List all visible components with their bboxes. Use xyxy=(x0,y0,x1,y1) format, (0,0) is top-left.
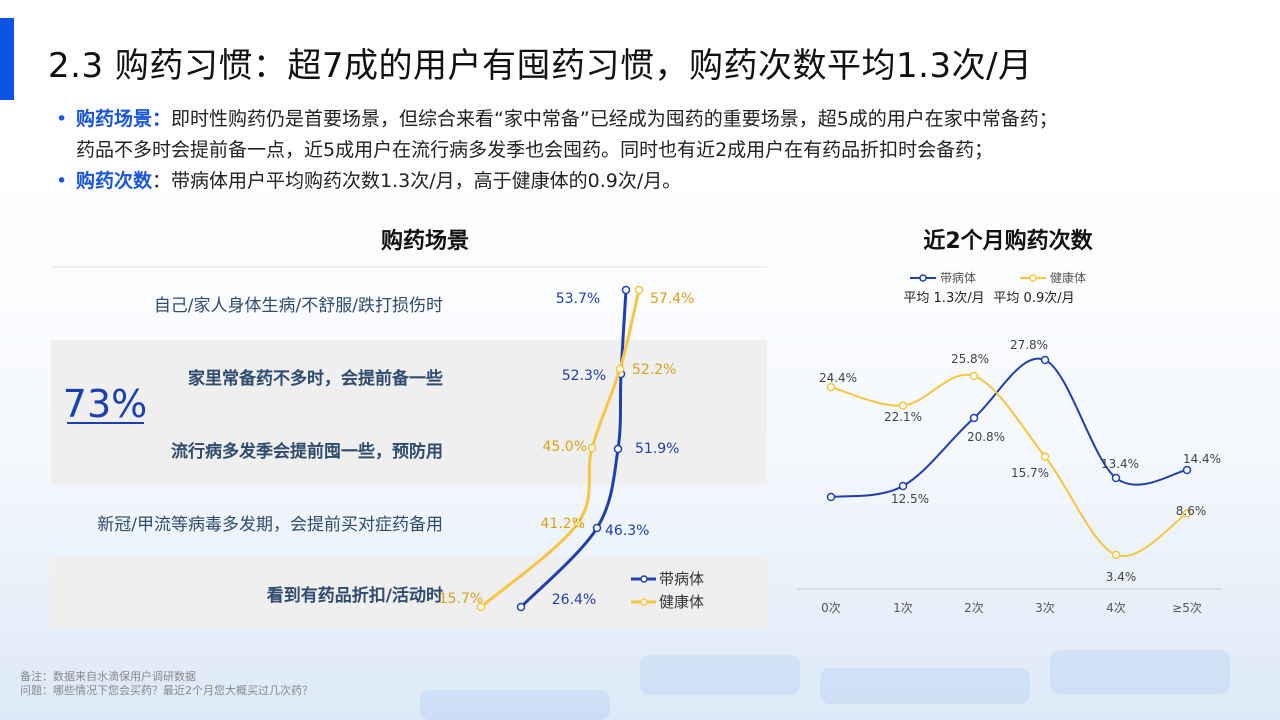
data-point xyxy=(516,602,526,612)
data-point xyxy=(1111,473,1121,483)
footnote-source: 备注：数据来自水滴保用户调研数据 xyxy=(20,670,196,683)
data-point xyxy=(898,401,908,410)
data-label: 15.7% xyxy=(1011,466,1049,480)
category-label: 看到有药品折扣/活动时 xyxy=(266,585,443,606)
footnotes: 备注：数据来自水滴保用户调研数据 问题：哪些情况下您会买药？最近2个月您大概买过… xyxy=(20,670,313,698)
data-point xyxy=(826,492,836,502)
data-label: 13.4% xyxy=(1101,457,1139,471)
bullet-head: 购药次数 xyxy=(76,170,153,192)
data-label: 53.7% xyxy=(556,291,600,307)
summary-bullets: • 购药场景：即时性购药仍是首要场景，但综合来看“家中常备”已经成为囤药的重要场景… xyxy=(56,104,1236,197)
data-label: 24.4% xyxy=(819,371,857,385)
data-point xyxy=(592,523,602,533)
x-tick-label: 0次 xyxy=(821,601,841,615)
x-tick-label: 1次 xyxy=(893,601,913,615)
x-tick-label: 3次 xyxy=(1035,601,1055,615)
data-point xyxy=(1111,550,1121,560)
legend-average: 平均 1.3次/月 xyxy=(903,290,984,306)
data-label: 51.9% xyxy=(635,441,679,457)
chart-title: 近2个月购药次数 xyxy=(923,228,1093,254)
highlight-value: 73% xyxy=(63,382,147,426)
title-accent-bar xyxy=(0,18,14,100)
legend-marker xyxy=(640,575,648,583)
bullet-text: 即时性购药仍是首要场景，但综合来看“家中常备”已经成为囤药的重要场景，超5成的用… xyxy=(171,108,1058,130)
data-label: 22.1% xyxy=(884,410,922,424)
data-point xyxy=(615,364,625,374)
category-label: 自己/家人身体生病/不舒服/跌打损伤时 xyxy=(154,296,443,316)
data-label: 41.2% xyxy=(541,516,585,532)
row-band-shade xyxy=(51,557,767,629)
data-label: 3.4% xyxy=(1106,570,1137,584)
data-point xyxy=(1040,452,1050,461)
background-tile xyxy=(420,690,610,720)
bullet-frequency: • 购药次数：带病体用户平均购药次数1.3次/月，高于健康体的0.9次/月。 xyxy=(56,166,1236,197)
legend-marker xyxy=(919,274,927,282)
data-label: 15.7% xyxy=(439,591,483,607)
footnote-question: 问题：哪些情况下您会买药？最近2个月您大概买过几次药？ xyxy=(20,684,313,697)
series-line-sick xyxy=(830,357,1188,498)
bullet-dot: • xyxy=(56,108,68,130)
data-point xyxy=(613,444,623,454)
background-tile xyxy=(1050,650,1230,694)
x-tick-label: 4次 xyxy=(1106,601,1126,615)
data-label: 46.3% xyxy=(605,523,649,539)
category-label: 流行病多发季会提前囤一些，预防用 xyxy=(171,441,443,462)
data-label: 52.2% xyxy=(632,362,676,378)
category-label: 新冠/甲流等病毒多发期，会提前买对症药备用 xyxy=(97,515,443,535)
data-label: 14.4% xyxy=(1183,452,1221,466)
x-tick-label: 2次 xyxy=(964,601,984,615)
legend-label: 健康体 xyxy=(659,593,704,611)
data-label: 8.6% xyxy=(1176,504,1207,518)
data-label: 57.4% xyxy=(650,291,694,307)
category-label: 家里常备药不多时，会提前备一些 xyxy=(188,368,443,389)
data-label: 20.8% xyxy=(967,430,1005,444)
data-point xyxy=(587,443,597,453)
row-band-shade xyxy=(51,340,767,485)
background-tile xyxy=(820,668,1030,704)
legend-label: 带病体 xyxy=(659,570,704,588)
data-point xyxy=(634,285,644,295)
data-label: 45.0% xyxy=(543,439,587,455)
data-point xyxy=(826,382,836,392)
data-point xyxy=(573,518,583,528)
bullet-scenario: • 购药场景：即时性购药仍是首要场景，但综合来看“家中常备”已经成为囤药的重要场景… xyxy=(56,104,1236,135)
bullet-continuation: 药品不多时会提前备一点，近5成用户在流行病多发季也会囤药。同时也有近2成用户在有… xyxy=(76,139,994,161)
legend-marker xyxy=(1029,274,1037,282)
data-point xyxy=(969,413,979,423)
data-label: 25.8% xyxy=(951,352,989,366)
chart-title: 购药场景 xyxy=(381,228,469,254)
data-point xyxy=(1182,465,1192,475)
data-point xyxy=(1182,509,1192,518)
legend-label: 健康体 xyxy=(1050,270,1086,285)
page-title: 2.3 购药习惯：超7成的用户有囤药习惯，购药次数平均1.3次/月 xyxy=(48,46,1033,86)
bullet-text: ：带病体用户平均购药次数1.3次/月，高于健康体的0.9次/月。 xyxy=(152,170,682,192)
data-label: 27.8% xyxy=(1010,338,1048,352)
data-label: 12.5% xyxy=(891,492,929,506)
legend-marker xyxy=(640,598,648,606)
legend-average: 平均 0.9次/月 xyxy=(993,290,1074,306)
data-label: 52.3% xyxy=(562,368,606,384)
data-point xyxy=(898,481,908,491)
data-point xyxy=(621,285,631,295)
background-tile xyxy=(640,655,800,695)
data-point xyxy=(1040,355,1050,365)
bullet-head: 购药场景： xyxy=(76,108,172,130)
bullet-dot: • xyxy=(56,170,68,192)
legend-label: 带病体 xyxy=(940,270,976,285)
data-label: 26.4% xyxy=(552,592,596,608)
x-tick-label: ≥5次 xyxy=(1172,601,1202,615)
data-point xyxy=(969,371,979,381)
data-point xyxy=(476,602,486,612)
